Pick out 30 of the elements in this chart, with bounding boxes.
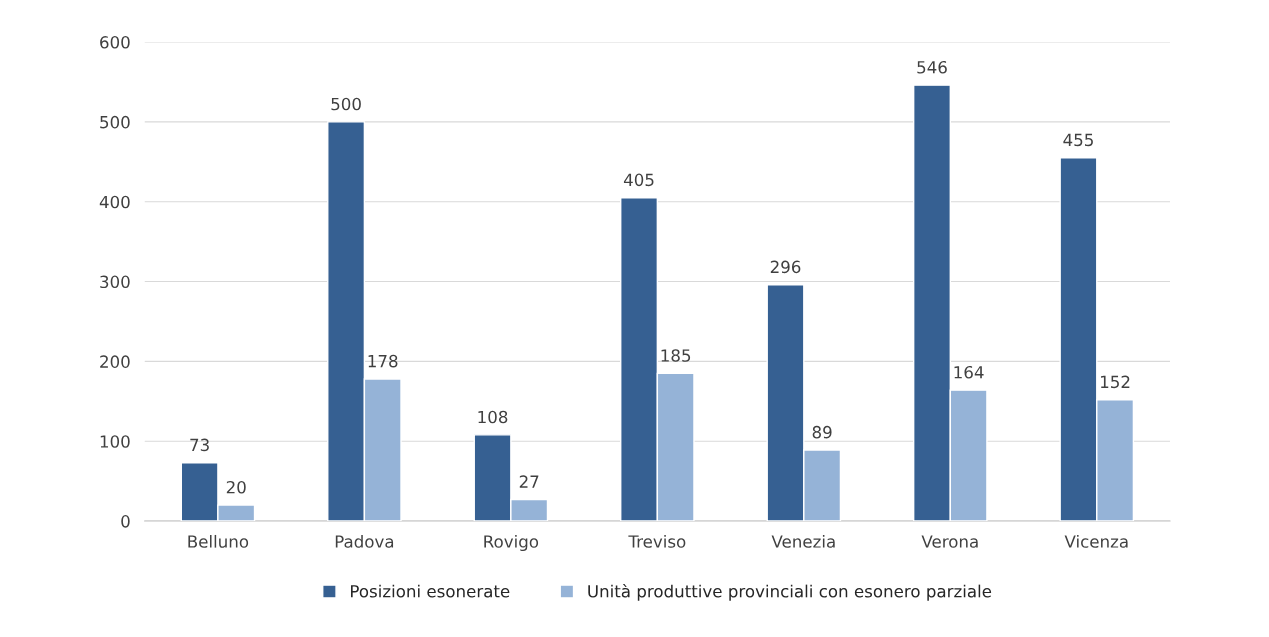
x-tick-label: Rovigo <box>484 534 539 552</box>
data-label: 152 <box>1101 375 1130 389</box>
y-tick-label: 300 <box>100 275 130 289</box>
data-label: 108 <box>478 410 508 424</box>
legend-label: Unità produttive provinciali con esonero parziale <box>588 583 992 601</box>
data-label: 455 <box>1063 133 1093 147</box>
legend-label: Posizioni esonerate <box>351 584 510 598</box>
y-tick-label: 0 <box>121 515 130 528</box>
data-label: 178 <box>368 354 398 368</box>
x-tick-label: Venezia <box>771 534 835 548</box>
data-label: 296 <box>770 260 801 274</box>
data-label: 89 <box>812 425 832 439</box>
x-tick-label: Verona <box>921 535 978 548</box>
data-label: 164 <box>954 365 984 379</box>
x-tick-label: Vicenza <box>1064 534 1128 548</box>
data-label: 185 <box>661 349 691 362</box>
x-tick-label: Belluno <box>188 534 249 548</box>
x-tick-label: Treviso <box>628 534 686 548</box>
data-label: 20 <box>226 480 246 494</box>
y-tick-label: 400 <box>99 195 130 209</box>
y-tick-label: 500 <box>100 115 130 129</box>
data-label: 500 <box>331 97 361 111</box>
data-label: 73 <box>190 438 209 452</box>
y-tick-label: 100 <box>100 435 130 448</box>
y-tick-label: 200 <box>100 355 130 368</box>
y-tick-label: 600 <box>100 36 130 49</box>
data-label: 27 <box>519 475 539 488</box>
data-label: 546 <box>917 60 947 74</box>
data-label: 405 <box>623 173 654 187</box>
x-tick-label: Padova <box>335 534 394 548</box>
